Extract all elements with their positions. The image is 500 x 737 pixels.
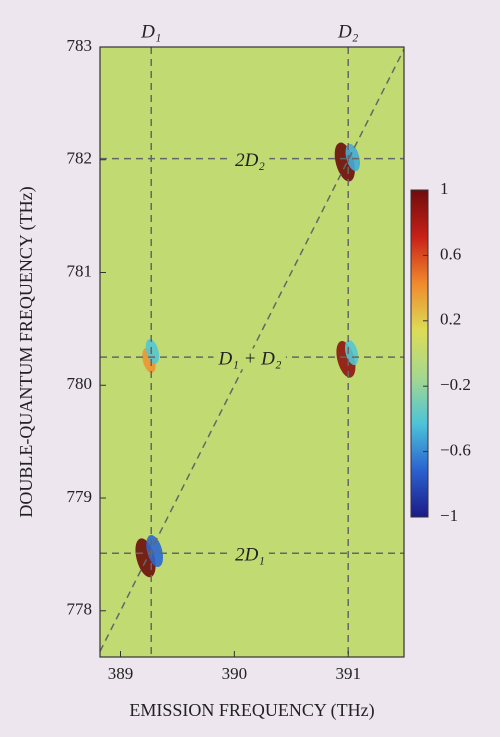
plot-frame — [99, 46, 405, 658]
y-axis-label: DOUBLE-QUANTUM FREQUENCY (THz) — [16, 186, 37, 517]
colorbar-tick-label: 0.6 — [440, 244, 461, 263]
label-bg — [231, 149, 270, 171]
peak — [146, 535, 164, 567]
y-tick-label: 780 — [67, 374, 93, 393]
colorbar-tick-label: 1 — [440, 179, 449, 198]
x-tick-label: 391 — [335, 664, 361, 683]
x-tick-label: 389 — [108, 664, 134, 683]
colorbar-tick-label: −0.6 — [440, 441, 471, 460]
guide-label: 2D₂ — [235, 150, 265, 171]
colorbar-tick-label: −0.2 — [440, 375, 471, 394]
colorbar-tick-label: −1 — [440, 506, 458, 525]
peak — [344, 340, 359, 366]
guide-label: D₁ + D₂ — [218, 348, 282, 369]
y-tick-label: 779 — [67, 487, 93, 506]
guide-label: D₁ — [140, 21, 161, 42]
y-tick-label: 782 — [67, 149, 93, 168]
peak — [345, 143, 361, 172]
label-bg — [213, 348, 286, 370]
x-tick-label: 390 — [222, 664, 248, 683]
y-tick-label: 778 — [67, 600, 93, 619]
colorbar-tick-label: 0.2 — [440, 310, 461, 329]
guide-label: D₂ — [337, 21, 359, 42]
y-tick-label: 781 — [67, 261, 93, 280]
y-tick-label: 783 — [67, 36, 93, 55]
label-bg — [231, 544, 269, 566]
x-axis-label: EMISSION FREQUENCY (THz) — [129, 700, 374, 721]
colorbar — [410, 189, 429, 518]
guide-label: 2D₁ — [235, 545, 265, 566]
plot-content — [100, 47, 404, 657]
